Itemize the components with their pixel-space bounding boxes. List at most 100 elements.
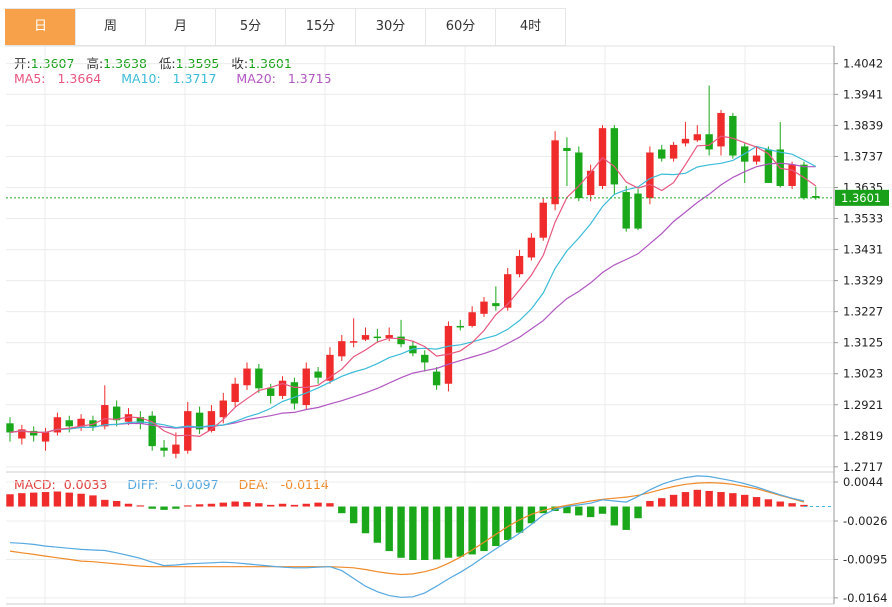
macd-histogram-bar [207,503,216,507]
macd-histogram-bar [267,504,275,507]
macd-histogram-bar [148,506,156,509]
y-tick-label: 1.2921 [843,398,883,412]
y-tick-label: 1.3941 [843,87,883,101]
candle-body [634,193,642,229]
candle-body [18,429,26,439]
candle-body [539,202,547,238]
ma5-line [9,135,817,438]
candle-body [563,147,571,151]
candle-body [41,432,50,442]
candle-body [278,380,287,396]
dea-line [9,481,805,576]
tab-7[interactable]: 4时 [495,9,565,45]
dea-label: DEA: [238,477,269,492]
ma5-legend: MA5: 1.3664 [14,71,109,86]
candle-body [788,164,796,186]
macd-histogram-bar [598,506,607,514]
tab-5[interactable]: 30分 [355,9,425,45]
macd-histogram-bar [492,506,500,547]
candle-body [6,423,14,433]
candle-body [397,336,405,345]
macd-histogram-bar [314,502,322,507]
candle-body [148,415,156,447]
macd-histogram-bar [693,489,701,507]
macd-histogram-bar [160,506,168,510]
candle-body [456,325,464,328]
candle-body [610,128,619,185]
y-tick-label: 1.3125 [843,336,883,350]
candle-body [752,155,761,162]
candle-body [669,144,678,159]
macd-histogram-bar [409,506,417,560]
macd-histogram-bar [681,492,690,507]
candle-body [432,371,441,386]
candle-body [385,335,393,339]
tab-6[interactable]: 60分 [425,9,495,45]
candle-body [219,400,227,418]
candle-body [326,354,334,381]
macd-histogram-bar [30,492,38,507]
macd-histogram-bar [421,506,429,560]
candle-body [551,140,559,205]
candle-body [468,312,476,326]
macd-histogram-bar [41,492,50,507]
tab-0[interactable]: 日 [5,9,75,45]
y-tick-label: 1.3533 [843,212,883,226]
macd-histogram-bar [385,506,393,552]
candle-body [172,444,180,454]
candle-body [30,430,38,436]
macd-histogram-bar [290,504,299,507]
candle-body [101,405,109,427]
dea-legend-item: DEA: -0.0114 [239,477,337,492]
macd-histogram-bar [575,506,583,516]
diff-value: -0.0097 [170,477,219,492]
macd-histogram-bar [195,504,204,507]
macd-histogram-bar [717,492,725,507]
tab-1[interactable]: 周 [75,9,145,45]
candle-body [267,388,275,396]
ma20-value: 1.3715 [287,71,332,86]
macd-histogram-bar [172,506,180,509]
macd-histogram-bar [468,506,476,555]
macd-histogram-bar [610,506,619,526]
macd-histogram-bar [764,499,773,507]
macd-histogram-bar [705,490,713,507]
macd-histogram-bar [456,506,464,557]
macd-histogram-bar [243,502,251,507]
macd-histogram-bar [278,503,287,507]
candle-body [255,368,263,389]
tab-3[interactable]: 5分 [215,9,285,45]
candle-body [480,301,488,314]
ma-legend: MA5: 1.3664 MA10: 1.3717 MA20: 1.3715 [14,71,348,86]
macd-histogram-bar [255,503,263,507]
y-tick-label: 1.2717 [843,460,883,474]
macd-histogram-bar [634,506,642,519]
ma10-legend: MA10: 1.3717 [121,71,224,86]
candle-body [65,420,73,427]
macd-histogram-bar [480,506,488,552]
macd-y-tick-label: -0.0095 [843,552,887,566]
diff-legend-item: DIFF: -0.0097 [127,477,226,492]
candle-body [693,134,701,141]
macd-histogram-bar [729,493,737,507]
candle-body [444,325,453,384]
candle-body [349,341,358,343]
last-price-box [835,189,889,206]
ma20-label: MA20: [236,71,276,86]
tab-2[interactable]: 月 [145,9,215,45]
macd-histogram-bar [563,506,571,514]
y-tick-label: 1.3329 [843,274,883,288]
ma10-line [9,145,817,433]
macd-histogram-bar [65,492,73,507]
macd-histogram-bar [338,506,346,514]
macd-value: 0.0033 [63,477,108,492]
macd-histogram-bar [800,504,808,507]
macd-histogram-bar [432,506,441,560]
tab-4[interactable]: 15分 [285,9,355,45]
candle-body [492,303,500,307]
macd-histogram-bar [669,494,678,507]
candle-body [764,149,773,183]
last-price-label: 1.3601 [841,191,881,205]
macd-histogram-bar [89,495,97,507]
